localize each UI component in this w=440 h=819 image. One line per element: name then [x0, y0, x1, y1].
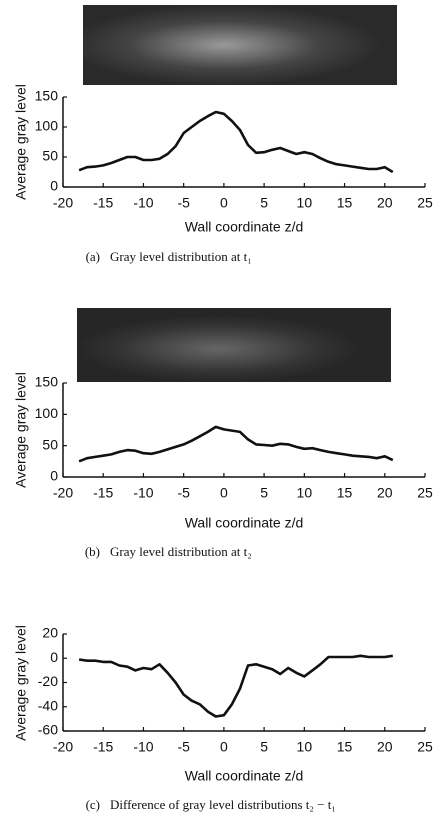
x-tick-label: 15: [337, 739, 353, 755]
x-tick-label: -15: [93, 485, 113, 501]
x-tick-label: 5: [260, 195, 268, 211]
x-axis-label: Wall coordinate z/d: [185, 768, 304, 784]
x-tick-label: 25: [417, 195, 433, 211]
y-axis-label: Average gray level: [13, 84, 29, 200]
y-tick-label: 100: [35, 405, 59, 421]
x-tick-label: -15: [93, 739, 113, 755]
data-line: [78, 654, 393, 718]
caption: Gray level distribution at t₂: [110, 544, 252, 559]
y-tick-label: 150: [35, 88, 59, 104]
y-tick-label: -20: [38, 673, 58, 689]
y-axis-label: Average gray level: [13, 372, 29, 488]
x-tick-label: -10: [133, 195, 153, 211]
x-tick-label: -10: [133, 739, 153, 755]
y-tick-label: 100: [35, 118, 59, 134]
x-tick-label: 0: [220, 195, 228, 211]
x-tick-label: 0: [220, 739, 228, 755]
photo-strip: [77, 308, 391, 382]
x-tick-label: 25: [417, 485, 433, 501]
x-tick-label: -5: [177, 739, 190, 755]
x-tick-label: 10: [297, 739, 313, 755]
y-tick-label: 0: [50, 649, 58, 665]
x-tick-label: 10: [297, 485, 313, 501]
y-tick-label: 0: [50, 178, 58, 194]
x-tick-label: 15: [337, 195, 353, 211]
y-tick-label: -40: [38, 697, 58, 713]
x-tick-label: 5: [260, 485, 268, 501]
caption: Gray level distribution at t₁: [110, 249, 252, 264]
x-axis-label: Wall coordinate z/d: [185, 219, 304, 235]
photo-strip: [83, 5, 397, 85]
y-axis-label: Average gray level: [13, 625, 29, 741]
y-tick-label: 150: [35, 374, 59, 390]
x-axis-label: Wall coordinate z/d: [185, 515, 304, 531]
x-tick-label: 25: [417, 739, 433, 755]
y-tick-label: 0: [50, 468, 58, 484]
x-tick-label: 20: [377, 195, 393, 211]
x-tick-label: -15: [93, 195, 113, 211]
x-tick-label: 20: [377, 739, 393, 755]
x-tick-label: 10: [297, 195, 313, 211]
data-line: [78, 425, 394, 463]
x-tick-label: -5: [177, 195, 190, 211]
y-tick-label: 50: [42, 436, 58, 452]
caption: Difference of gray level distributions t…: [110, 797, 336, 812]
x-tick-label: -10: [133, 485, 153, 501]
x-tick-label: -20: [53, 195, 73, 211]
caption-label: (a): [86, 249, 100, 264]
x-tick-label: -5: [177, 485, 190, 501]
x-tick-label: -20: [53, 739, 73, 755]
caption-label: (c): [86, 797, 100, 812]
y-tick-label: 50: [42, 148, 58, 164]
x-tick-label: 20: [377, 485, 393, 501]
data-line: [78, 110, 394, 174]
x-tick-label: 0: [220, 485, 228, 501]
y-tick-label: -60: [38, 722, 58, 738]
x-tick-label: -20: [53, 485, 73, 501]
y-tick-label: 20: [42, 625, 58, 641]
x-tick-label: 15: [337, 485, 353, 501]
x-tick-label: 5: [260, 739, 268, 755]
caption-label: (b): [85, 544, 100, 559]
